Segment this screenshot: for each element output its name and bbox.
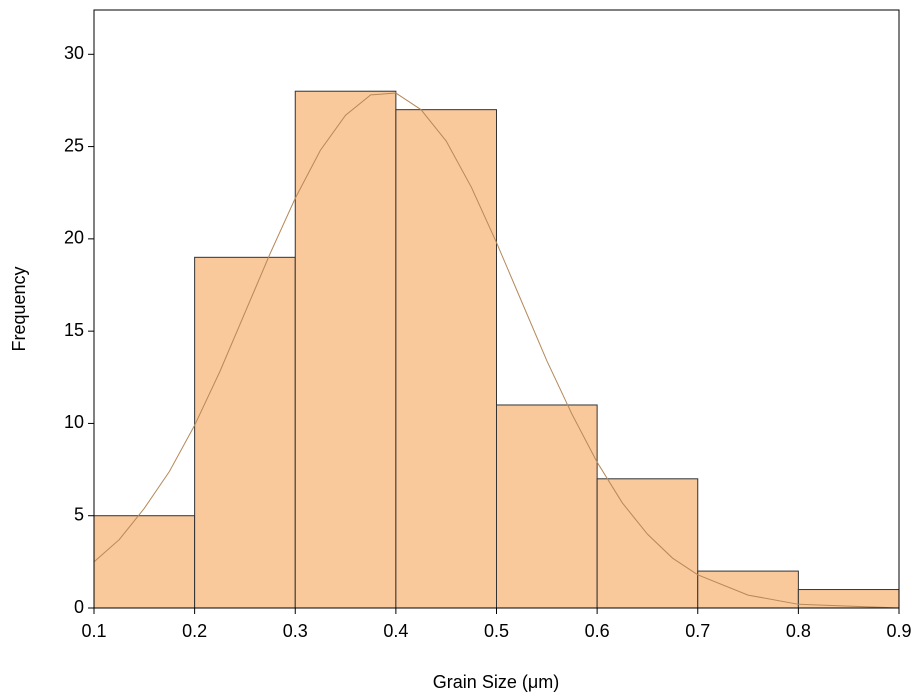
x-axis-label: Grain Size (μm) bbox=[433, 672, 559, 692]
y-tick-label: 0 bbox=[74, 597, 84, 617]
x-tick-label: 0.7 bbox=[685, 621, 710, 641]
bar bbox=[697, 570, 799, 609]
x-tick-label: 0.4 bbox=[383, 621, 408, 641]
y-axis-label: Frequency bbox=[9, 266, 29, 351]
y-tick-label: 15 bbox=[64, 320, 84, 340]
y-tick-label: 5 bbox=[74, 504, 84, 524]
x-tick-label: 0.2 bbox=[182, 621, 207, 641]
bar bbox=[294, 90, 397, 609]
bar bbox=[596, 478, 699, 609]
x-tick-label: 0.8 bbox=[786, 621, 811, 641]
y-tick-label: 30 bbox=[64, 43, 84, 63]
y-tick-label: 25 bbox=[64, 135, 84, 155]
x-tick-label: 0.3 bbox=[283, 621, 308, 641]
fit-curve bbox=[93, 92, 900, 609]
bar bbox=[496, 404, 598, 609]
x-tick-label: 0.9 bbox=[886, 621, 911, 641]
x-tick-label: 0.5 bbox=[484, 621, 509, 641]
bar bbox=[194, 256, 296, 609]
y-tick-label: 20 bbox=[64, 228, 84, 248]
x-tick-label: 0.1 bbox=[81, 621, 106, 641]
x-tick-label: 0.6 bbox=[585, 621, 610, 641]
y-tick-label: 10 bbox=[64, 412, 84, 432]
bar bbox=[93, 515, 196, 609]
bar bbox=[395, 109, 497, 609]
